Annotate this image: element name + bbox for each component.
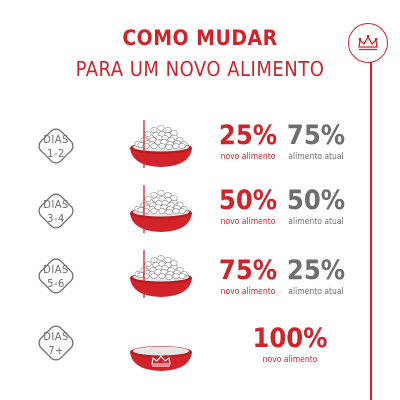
new-food-caption: novo alimento xyxy=(220,217,276,227)
new-food-caption: novo alimento xyxy=(220,287,276,297)
day-badge-label: DIAS xyxy=(43,263,69,276)
day-badge-range: 7+ xyxy=(48,344,64,357)
day-badge: DIAS 5-6 xyxy=(32,252,80,300)
day-badge-label: DIAS xyxy=(43,133,69,146)
current-food-percent: 50% xyxy=(286,185,346,216)
crown-emblem xyxy=(151,355,171,367)
kibble-pile xyxy=(134,190,188,215)
bowl-inner xyxy=(133,346,189,356)
brand-logo xyxy=(348,23,388,63)
new-food-caption: novo alimento xyxy=(220,152,276,162)
day-badge: DIAS 1-2 xyxy=(32,122,80,170)
new-food-percent: 75% xyxy=(218,255,278,286)
day-badge-range: 1-2 xyxy=(47,147,65,160)
new-food-percent: 50% xyxy=(218,185,278,216)
current-food-percent: 25% xyxy=(286,255,346,286)
vertical-divider xyxy=(370,47,372,400)
new-food-caption: novo alimento xyxy=(262,355,318,365)
day-badge: DIAS 3-4 xyxy=(32,187,80,235)
food-bowl-icon xyxy=(130,346,192,371)
current-food-caption: alimento atual xyxy=(288,287,344,297)
day-badge-label: DIAS xyxy=(43,198,69,211)
day-badge-label: DIAS xyxy=(43,330,69,343)
current-food-percent: 75% xyxy=(286,120,346,151)
food-bowl-icon xyxy=(130,250,192,298)
kibble-pile xyxy=(134,255,188,280)
current-food-caption: alimento atual xyxy=(288,217,344,227)
current-food-caption: alimento atual xyxy=(288,152,344,162)
kibble-pile xyxy=(134,125,188,150)
title-line-1: COMO MUDAR xyxy=(122,26,278,50)
crown-icon xyxy=(358,34,378,51)
new-food-percent: 100% xyxy=(252,323,328,354)
day-badge-range: 3-4 xyxy=(47,212,65,225)
new-food-percent: 25% xyxy=(218,120,278,151)
day-badge: DIAS 7+ xyxy=(32,319,80,367)
title-line-2: PARA UM NOVO ALIMENTO xyxy=(75,57,325,81)
day-badge-range: 5-6 xyxy=(47,277,65,290)
food-bowl-icon xyxy=(130,120,192,168)
food-bowl-icon xyxy=(130,185,192,233)
